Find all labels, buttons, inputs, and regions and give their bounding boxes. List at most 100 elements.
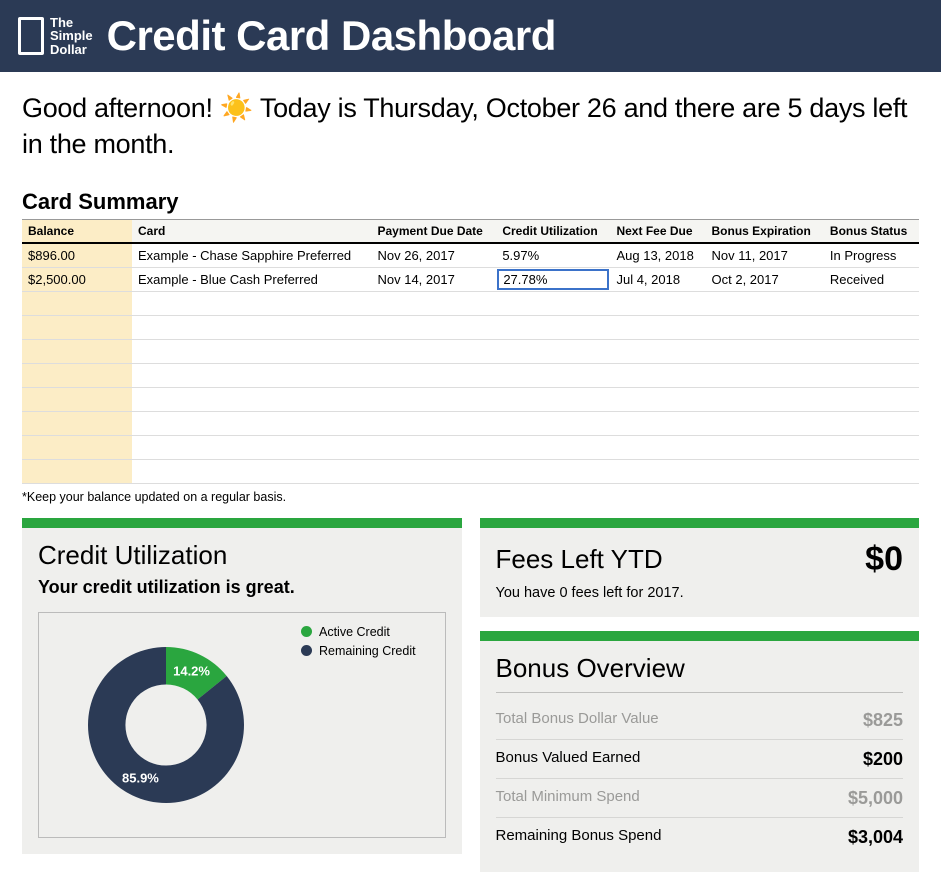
cell-empty[interactable] [371,339,496,363]
logo-box-icon [18,17,44,55]
cell-empty[interactable] [610,315,705,339]
cell-empty[interactable] [706,315,824,339]
cell-due[interactable]: Nov 14, 2017 [371,267,496,291]
cell-empty[interactable] [22,435,132,459]
cell-empty[interactable] [132,435,371,459]
cell-empty[interactable] [706,459,824,483]
cell-balance[interactable]: $896.00 [22,243,132,268]
table-row[interactable]: $2,500.00Example - Blue Cash PreferredNo… [22,267,919,291]
cell-fee[interactable]: Aug 13, 2018 [610,243,705,268]
donut-slice-label: 85.9% [122,770,159,785]
bonus-row-value: $825 [863,710,903,731]
cell-empty[interactable] [22,459,132,483]
cell-empty[interactable] [22,387,132,411]
bonus-row: Total Minimum Spend $5,000 [496,779,904,818]
cell-empty[interactable] [371,435,496,459]
cell-empty[interactable] [824,315,919,339]
left-column: Credit Utilization Your credit utilizati… [22,518,462,854]
content: Good afternoon! ☀️ Today is Thursday, Oc… [0,72,941,894]
cell-empty[interactable] [371,315,496,339]
cell-empty[interactable] [496,339,610,363]
cell-empty[interactable] [132,387,371,411]
cell-empty[interactable] [496,387,610,411]
cell-empty[interactable] [496,315,610,339]
cell-empty[interactable] [371,291,496,315]
cell-bonus_status[interactable]: In Progress [824,243,919,268]
cell-empty[interactable] [610,387,705,411]
cell-empty[interactable] [610,363,705,387]
cell-card[interactable]: Example - Chase Sapphire Preferred [132,243,371,268]
col-bonus-status: Bonus Status [824,219,919,243]
table-row-empty[interactable] [22,291,919,315]
table-row-empty[interactable] [22,459,919,483]
cell-empty[interactable] [706,291,824,315]
cell-empty[interactable] [824,411,919,435]
fees-amount: $0 [865,540,903,579]
cell-empty[interactable] [706,411,824,435]
cell-empty[interactable] [610,339,705,363]
bonus-row-value: $5,000 [848,788,903,809]
cell-empty[interactable] [824,339,919,363]
table-row[interactable]: $896.00Example - Chase Sapphire Preferre… [22,243,919,268]
cell-empty[interactable] [371,363,496,387]
cell-bonus_exp[interactable]: Nov 11, 2017 [706,243,824,268]
fees-panel: Fees Left YTD $0 You have 0 fees left fo… [480,518,920,617]
cell-empty[interactable] [371,387,496,411]
cell-empty[interactable] [610,459,705,483]
cell-fee[interactable]: Jul 4, 2018 [610,267,705,291]
cell-empty[interactable] [496,291,610,315]
cell-empty[interactable] [706,339,824,363]
table-row-empty[interactable] [22,339,919,363]
cell-empty[interactable] [824,435,919,459]
fees-subtext: You have 0 fees left for 2017. [496,585,904,601]
cell-empty[interactable] [22,411,132,435]
card-summary-footnote: *Keep your balance updated on a regular … [22,490,919,504]
cell-util[interactable]: 5.97% [496,243,610,268]
cell-bonus_exp[interactable]: Oct 2, 2017 [706,267,824,291]
cell-empty[interactable] [22,315,132,339]
right-column: Fees Left YTD $0 You have 0 fees left fo… [480,518,920,872]
cell-empty[interactable] [824,459,919,483]
cell-empty[interactable] [824,363,919,387]
cell-balance[interactable]: $2,500.00 [22,267,132,291]
cell-empty[interactable] [371,411,496,435]
cell-empty[interactable] [610,435,705,459]
cell-empty[interactable] [706,387,824,411]
bonus-row: Remaining Bonus Spend$3,004 [496,818,904,856]
table-row-empty[interactable] [22,315,919,339]
table-row-empty[interactable] [22,387,919,411]
cell-empty[interactable] [132,411,371,435]
cell-empty[interactable] [824,291,919,315]
legend-label: Active Credit [319,625,390,639]
cell-empty[interactable] [610,411,705,435]
cell-empty[interactable] [132,339,371,363]
col-bonus-exp: Bonus Expiration [706,219,824,243]
table-row-empty[interactable] [22,435,919,459]
cell-empty[interactable] [132,291,371,315]
cell-due[interactable]: Nov 26, 2017 [371,243,496,268]
cell-empty[interactable] [610,291,705,315]
cell-card[interactable]: Example - Blue Cash Preferred [132,267,371,291]
cell-empty[interactable] [706,363,824,387]
table-row-empty[interactable] [22,411,919,435]
table-row-empty[interactable] [22,363,919,387]
cell-empty[interactable] [22,339,132,363]
cell-bonus_status[interactable]: Received [824,267,919,291]
table-header-row: Balance Card Payment Due Date Credit Uti… [22,219,919,243]
cell-empty[interactable] [706,435,824,459]
cell-empty[interactable] [371,459,496,483]
cell-empty[interactable] [22,291,132,315]
cell-empty[interactable] [496,363,610,387]
fees-title: Fees Left YTD [496,544,663,575]
cell-empty[interactable] [132,459,371,483]
donut-chart: 14.2%85.9% [51,625,281,825]
cell-empty[interactable] [132,315,371,339]
bonus-row-label: Total Minimum Spend [496,788,640,809]
cell-empty[interactable] [496,459,610,483]
cell-empty[interactable] [496,435,610,459]
cell-util[interactable]: 27.78% [496,267,610,291]
cell-empty[interactable] [132,363,371,387]
cell-empty[interactable] [496,411,610,435]
cell-empty[interactable] [824,387,919,411]
cell-empty[interactable] [22,363,132,387]
